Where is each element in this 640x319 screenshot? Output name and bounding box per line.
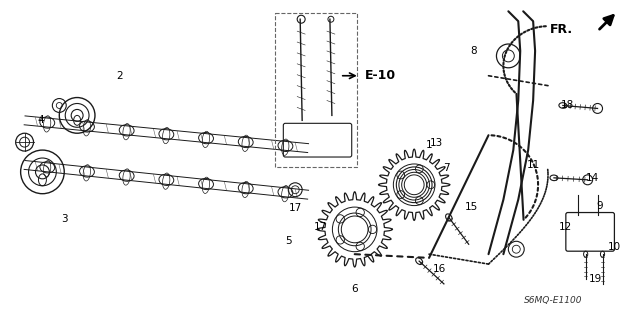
Text: 4: 4 bbox=[37, 115, 44, 125]
Text: 7: 7 bbox=[444, 163, 450, 173]
Text: FR.: FR. bbox=[550, 23, 573, 36]
Text: 1: 1 bbox=[426, 140, 433, 150]
Bar bbox=[275, 13, 356, 167]
Text: 19: 19 bbox=[589, 274, 602, 284]
Text: 14: 14 bbox=[586, 173, 599, 183]
Text: 17: 17 bbox=[314, 222, 326, 233]
Text: 8: 8 bbox=[470, 46, 477, 56]
Text: S6MQ-E1100: S6MQ-E1100 bbox=[524, 296, 582, 305]
Text: 15: 15 bbox=[465, 202, 478, 211]
Text: 2: 2 bbox=[116, 71, 123, 81]
Text: E-10: E-10 bbox=[365, 69, 396, 82]
Text: 16: 16 bbox=[433, 264, 445, 274]
Text: 10: 10 bbox=[608, 242, 621, 252]
Text: 6: 6 bbox=[351, 284, 358, 294]
Text: 11: 11 bbox=[527, 160, 540, 170]
Text: 12: 12 bbox=[559, 222, 572, 233]
Text: 18: 18 bbox=[561, 100, 575, 110]
Text: 13: 13 bbox=[429, 138, 443, 148]
Text: 5: 5 bbox=[285, 236, 292, 246]
Text: 17: 17 bbox=[289, 203, 302, 212]
Text: 3: 3 bbox=[61, 214, 68, 225]
Text: 9: 9 bbox=[596, 201, 603, 211]
